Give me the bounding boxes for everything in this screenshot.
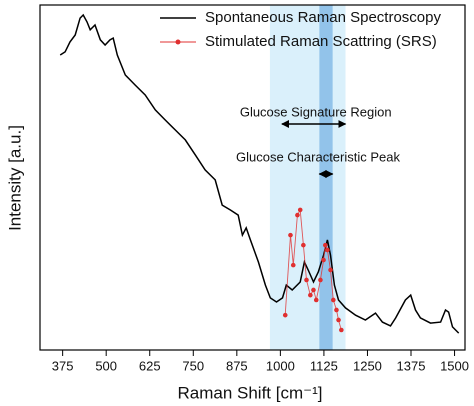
annotation: Glucose Signature Region: [240, 104, 392, 119]
legend-label: Stimulated Raman Scattring (SRS): [205, 33, 437, 50]
y-axis-label: Intensity [a.u.]: [5, 125, 24, 231]
shaded-region: [319, 5, 333, 350]
data-point: [323, 242, 328, 248]
series-line: [59, 13, 460, 334]
data-point: [325, 247, 330, 253]
x-tick-label: 500: [95, 358, 117, 373]
data-point: [311, 287, 316, 293]
data-point: [295, 212, 300, 218]
data-point: [297, 207, 303, 213]
x-tick-label: 875: [226, 358, 248, 373]
x-tick-label: 375: [52, 358, 74, 373]
data-point: [328, 267, 333, 273]
annotation: Glucose Characteristic Peak: [236, 149, 401, 164]
x-axis-label: Raman Shift [cm⁻¹]: [177, 383, 322, 402]
data-point: [318, 277, 323, 283]
x-tick-label: 750: [182, 358, 204, 373]
data-point: [313, 297, 319, 303]
data-point: [336, 317, 341, 323]
legend-marker: [175, 39, 181, 45]
data-point: [339, 327, 344, 333]
data-point: [331, 297, 336, 303]
x-tick-label: 625: [139, 358, 161, 373]
plot-frame: [39, 4, 466, 351]
x-tick-label: 1375: [397, 358, 426, 373]
data-point: [290, 262, 296, 268]
data-point: [308, 292, 313, 298]
data-point: [321, 257, 326, 263]
data-point: [301, 242, 306, 248]
x-tick-label: 1125: [310, 358, 338, 373]
data-point: [282, 312, 288, 318]
x-tick-label: 1250: [353, 358, 382, 373]
x-tick-label: 1000: [266, 358, 295, 373]
x-tick-label: 1500: [440, 358, 469, 373]
legend-label: Spontaneous Raman Spectroscopy: [205, 9, 441, 26]
data-point: [304, 277, 309, 283]
data-point: [334, 307, 339, 313]
data-point: [288, 232, 293, 238]
